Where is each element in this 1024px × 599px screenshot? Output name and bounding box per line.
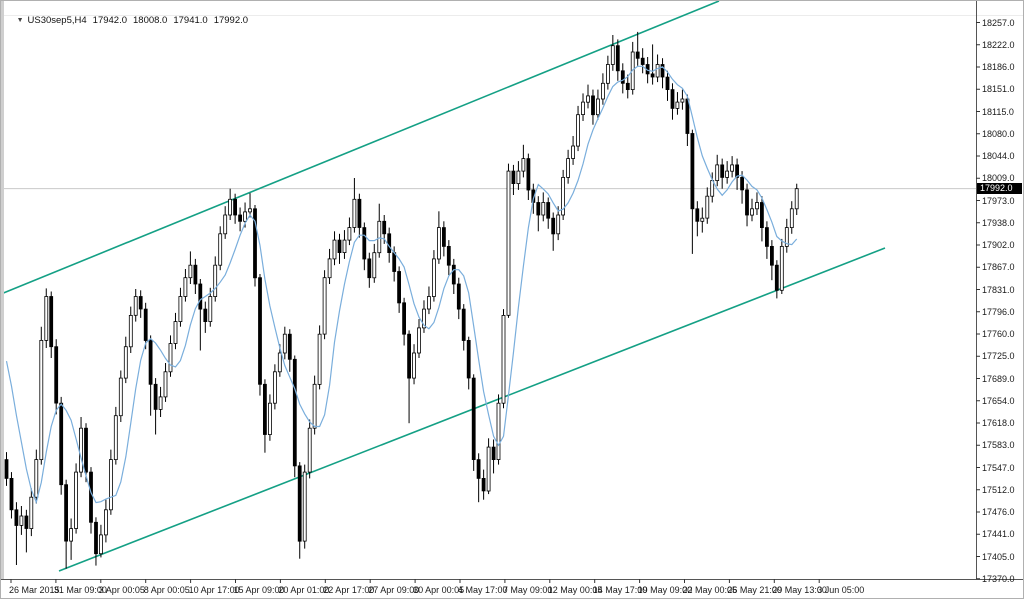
price-axis-label: 17760.0 <box>982 329 1015 339</box>
price-axis-label: 17441.0 <box>982 529 1015 540</box>
time-axis-label: 19 May 09:00 <box>637 585 693 595</box>
price-axis-label: 17867.0 <box>982 262 1015 273</box>
price-axis-label: 18186.0 <box>982 62 1015 72</box>
price-axis-label: 17902.0 <box>982 240 1015 250</box>
price-axis-label: 17796.0 <box>982 306 1015 317</box>
price-axis-label: 18080.0 <box>982 128 1015 139</box>
time-axis-label: 27 Apr 09:00 <box>368 585 420 595</box>
time-axis-label: 3 Jun 05:00 <box>817 585 865 595</box>
time-axis-label: 31 Mar 09:00 <box>53 585 107 595</box>
price-axis-label: 17654.0 <box>982 395 1015 406</box>
price-axis-label: 17618.0 <box>982 418 1015 428</box>
chart-title-bar[interactable]: ▼ US30sep5,H4 17942.0 18008.0 17941.0 17992.0 <box>6 3 248 26</box>
ohlc-high-value: 18008.0 <box>133 15 168 26</box>
candlestick-series <box>4 31 799 569</box>
time-axis-label: 30 Apr 00:05 <box>413 585 465 595</box>
current-price-badge: 17992.0 <box>977 183 1022 195</box>
time-axis-label: 12 May 00:05 <box>547 585 603 595</box>
price-axis-label: 18009.0 <box>982 173 1015 184</box>
price-axis-label: 18044.0 <box>982 151 1015 161</box>
ohlc-close-value: 17992.0 <box>213 15 249 26</box>
time-axis-label: 20 Apr 01:00 <box>278 585 330 595</box>
price-axis-label: 17583.0 <box>982 440 1015 451</box>
time-axis-label: 7 May 09:00 <box>502 585 553 595</box>
price-axis-label: 17689.0 <box>982 373 1015 384</box>
price-axis-label: 17973.0 <box>982 195 1015 206</box>
time-axis-label: 3 Apr 00:05 <box>98 585 145 595</box>
price-axis-label: 17725.0 <box>982 351 1015 362</box>
time-axis-label: 26 Mar 2015 <box>9 585 60 595</box>
price-axis-label: 17476.0 <box>982 507 1015 517</box>
price-axis-label: 17370.0 <box>982 573 1015 584</box>
price-axis-label: 18257.0 <box>982 17 1015 28</box>
price-axis-label: 18115.0 <box>982 106 1014 117</box>
ohlc-low-value: 17941.0 <box>173 15 208 26</box>
time-axis-label: 29 May 13:00 <box>772 585 827 595</box>
moving-average-line <box>5 65 798 505</box>
channel-upper-line <box>1 1 720 295</box>
time-axis-label: 10 Apr 17:00 <box>188 585 240 595</box>
price-axis-label: 18151.0 <box>982 84 1015 95</box>
price-axis-label: 17547.0 <box>982 462 1015 473</box>
price-axis-label: 17831.0 <box>982 284 1015 295</box>
ohlc-open-value: 17942.0 <box>92 15 127 26</box>
price-axis-label: 18222.0 <box>982 39 1015 50</box>
collapse-arrow-icon[interactable]: ▼ <box>16 17 24 24</box>
time-axis-label: 26 May 21:00 <box>727 585 782 595</box>
price-axis-label: 17405.0 <box>982 551 1015 562</box>
price-axis-label: 17512.0 <box>982 484 1015 495</box>
time-axis-label: 15 Apr 09:00 <box>233 585 285 595</box>
time-axis-label: 22 Apr 17:00 <box>323 585 375 595</box>
left-edge-strip <box>1 1 4 579</box>
time-axis-label: 14 May 17:00 <box>592 585 648 595</box>
time-axis-label: 22 May 00:05 <box>682 585 738 595</box>
time-axis-label: 4 May 17:00 <box>458 585 508 595</box>
price-axis-label: 17938.0 <box>982 217 1015 228</box>
symbol-period-label: US30sep5,H4 <box>27 15 87 26</box>
time-axis-label: 8 Apr 00:05 <box>143 585 190 595</box>
